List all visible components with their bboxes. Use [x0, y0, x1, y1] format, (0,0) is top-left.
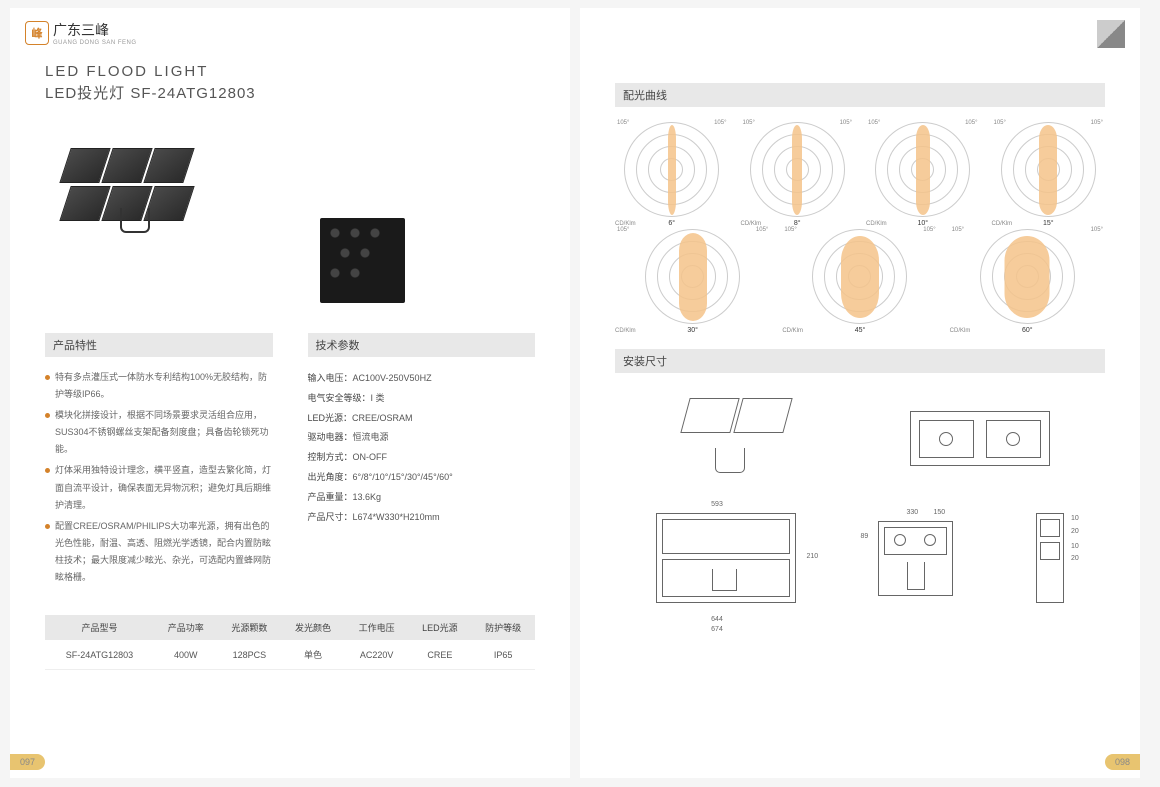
spec-row: 出光角度：6°/8°/10°/15°/30°/45°/60°: [308, 468, 536, 488]
table-header: 产品型号: [45, 615, 154, 640]
light-curve: 105°105° CD/Klm8°: [741, 122, 855, 217]
light-curve: 105°105° CD/Klm30°: [615, 229, 770, 324]
table-header: 发光颜色: [281, 615, 345, 640]
logo-icon: 峰: [25, 21, 49, 45]
brand-logo: 峰 广东三峰 GUANG DONG SAN FENG: [25, 20, 137, 46]
feature-item: 特有多点灌压式一体防水专利结构100%无胶结构，防护等级IP66。: [45, 369, 273, 403]
spec-row: 输入电压：AC100V-250V50HZ: [308, 369, 536, 389]
product-table: 产品型号 产品功率 光源颗数 发光颜色 工作电压 LED光源 防护等级 SF-2…: [45, 615, 535, 670]
page-number-left: 097: [10, 754, 45, 770]
spec-row: 驱动电器：恒流电源: [308, 428, 536, 448]
drawing-3d-view: [670, 393, 800, 483]
drawing-edge-view: [1036, 513, 1064, 603]
curves-header: 配光曲线: [615, 83, 1105, 107]
light-curves-row2: 105°105° CD/Klm30° 105°105° CD/Klm45° 10…: [615, 229, 1105, 324]
specs-header: 技术参数: [308, 333, 536, 357]
features-header: 产品特性: [45, 333, 273, 357]
drawing-top-view: [656, 513, 796, 603]
spec-row: 控制方式：ON-OFF: [308, 448, 536, 468]
feature-item: 配置CREE/OSRAM/PHILIPS大功率光源，拥有出色的光色性能，耐温、高…: [45, 518, 273, 586]
light-curve: 105°105° CD/Klm45°: [782, 229, 937, 324]
spec-row: LED光源：CREE/OSRAM: [308, 409, 536, 429]
light-curve: 105°105° CD/Klm6°: [615, 122, 729, 217]
spec-row: 产品尺寸：L674*W330*H210mm: [308, 508, 536, 528]
table-header: 工作电压: [345, 615, 409, 640]
technical-drawings: 593 644 674 210 330 150 89: [615, 393, 1105, 603]
table-row: SF-24ATG12803400W128PCS 单色AC220VCREEIP65: [45, 640, 535, 670]
feature-item: 模块化拼接设计，根据不同场景要求灵活组合应用，SUS304不锈钢螺丝支架配备刻度…: [45, 407, 273, 458]
drawing-side-view: [878, 521, 953, 596]
specs-list: 输入电压：AC100V-250V50HZ 电气安全等级：I 类 LED光源：CR…: [308, 369, 536, 527]
page-number-right: 098: [1105, 754, 1140, 770]
table-header: 产品功率: [154, 615, 218, 640]
product-image: [45, 128, 245, 258]
spec-row: 产品重量：13.6Kg: [308, 488, 536, 508]
product-title-cn: LED投光灯 SF-24ATG12803: [45, 82, 535, 103]
light-curve: 105°105° CD/Klm10°: [866, 122, 980, 217]
feature-item: 灯体采用独特设计理念，横平竖直，造型去繁化简，灯面自流平设计，确保表面无异物沉积…: [45, 462, 273, 513]
features-list: 特有多点灌压式一体防水专利结构100%无胶结构，防护等级IP66。 模块化拼接设…: [45, 369, 273, 586]
table-header: 光源颗数: [218, 615, 282, 640]
light-curves-row1: 105°105° CD/Klm6° 105°105° CD/Klm8° 105°…: [615, 122, 1105, 217]
logo-text: 广东三峰: [53, 20, 137, 40]
product-title-en: LED FLOOD LIGHT: [45, 63, 535, 80]
product-detail-image: [320, 218, 405, 303]
spec-row: 电气安全等级：I 类: [308, 389, 536, 409]
table-header: LED光源: [408, 615, 471, 640]
drawing-front-view: [910, 411, 1050, 466]
logo-subtitle: GUANG DONG SAN FENG: [53, 40, 137, 46]
light-curve: 105°105° CD/Klm60°: [950, 229, 1105, 324]
corner-decoration-icon: [1097, 20, 1125, 48]
table-header: 防护等级: [471, 615, 535, 640]
install-header: 安装尺寸: [615, 349, 1105, 373]
light-curve: 105°105° CD/Klm15°: [992, 122, 1106, 217]
